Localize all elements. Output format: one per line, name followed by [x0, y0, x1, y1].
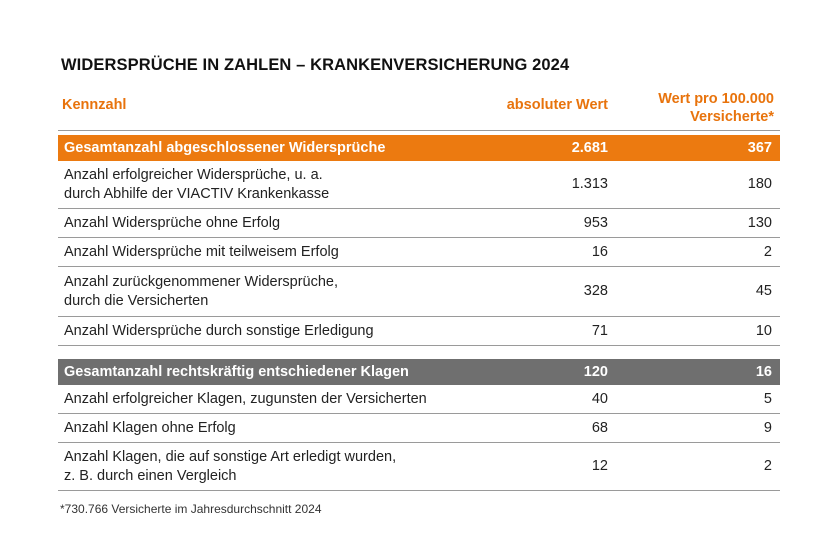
header-kennzahl: Kennzahl [62, 97, 127, 113]
row-label: Anzahl zurückgenommener Widersprüche, du… [58, 273, 494, 311]
total-absolute: 120 [583, 363, 608, 380]
row-label-line1: Anzahl Klagen, die auf sonstige Art erle… [64, 448, 397, 465]
total-absolute: 2.681 [571, 139, 608, 156]
table-row: Anzahl erfolgreicher Widersprüche, u. a.… [58, 161, 780, 209]
row-label: Anzahl Klagen, die auf sonstige Art erle… [58, 448, 494, 486]
row-label-line1: Anzahl erfolgreicher Widersprüche, u. a. [64, 166, 323, 183]
row-per-100000: 5 [763, 390, 772, 407]
row-label: Anzahl erfolgreicher Klagen, zugunsten d… [64, 390, 427, 407]
total-row-klagen: Gesamtanzahl rechtskräftig entschiedener… [58, 359, 780, 385]
row-label-line2: durch die Versicherten [64, 292, 209, 309]
row-absolute: 71 [591, 322, 608, 339]
total-per-100000: 16 [755, 363, 772, 380]
table-row: Anzahl Widersprüche durch sonstige Erled… [58, 317, 780, 346]
row-per-100000: 2 [763, 458, 772, 474]
table-row: Anzahl zurückgenommener Widersprüche, du… [58, 267, 780, 317]
row-absolute: 40 [591, 390, 608, 407]
row-per-100000: 180 [747, 176, 772, 192]
table-row: Anzahl Klagen ohne Erfolg 68 9 [58, 414, 780, 443]
row-absolute: 1.313 [571, 176, 608, 192]
row-label: Anzahl Widersprüche mit teilweisem Erfol… [64, 243, 339, 260]
table-row: Anzahl Widersprüche mit teilweisem Erfol… [58, 238, 780, 267]
header-absolute-value: absoluter Wert [506, 97, 608, 113]
row-per-100000: 2 [763, 243, 772, 260]
row-label-line2: z. B. durch einen Vergleich [64, 467, 237, 484]
row-absolute: 16 [591, 243, 608, 260]
row-label: Anzahl Klagen ohne Erfolg [64, 419, 236, 436]
row-label-line2: durch Abhilfe der VIACTIV Krankenkasse [64, 185, 330, 202]
table-row: Anzahl Klagen, die auf sonstige Art erle… [58, 443, 780, 491]
header-per-100000: Wert pro 100.000 Versicherte* [658, 90, 774, 126]
row-absolute: 12 [591, 458, 608, 474]
row-label: Anzahl Widersprüche durch sonstige Erled… [64, 322, 374, 339]
page-title: WIDERSPRÜCHE IN ZAHLEN – KRANKENVERSICHE… [61, 56, 570, 74]
row-absolute: 68 [591, 419, 608, 436]
total-label: Gesamtanzahl abgeschlossener Widersprüch… [64, 139, 386, 156]
footnote: *730.766 Versicherte im Jahresdurchschni… [60, 502, 322, 516]
header-per-100000-line2: Versicherte* [690, 109, 774, 125]
row-per-100000: 9 [763, 419, 772, 436]
row-absolute: 328 [583, 283, 608, 299]
row-per-100000: 10 [755, 322, 772, 339]
row-absolute: 953 [583, 214, 608, 231]
row-label-line1: Anzahl zurückgenommener Widersprüche, [64, 273, 339, 290]
row-label: Anzahl Widersprüche ohne Erfolg [64, 214, 281, 231]
table-header: Kennzahl absoluter Wert Wert pro 100.000… [58, 90, 780, 131]
row-label: Anzahl erfolgreicher Widersprüche, u. a.… [58, 166, 494, 204]
row-per-100000: 45 [755, 283, 772, 299]
total-per-100000: 367 [747, 139, 772, 156]
header-per-100000-line1: Wert pro 100.000 [658, 91, 774, 107]
table-row: Anzahl erfolgreicher Klagen, zugunsten d… [58, 385, 780, 414]
total-row-widersprueche: Gesamtanzahl abgeschlossener Widersprüch… [58, 135, 780, 161]
data-table: Kennzahl absoluter Wert Wert pro 100.000… [58, 90, 780, 491]
row-per-100000: 130 [747, 214, 772, 231]
total-label: Gesamtanzahl rechtskräftig entschiedener… [64, 363, 409, 380]
table-row: Anzahl Widersprüche ohne Erfolg 953 130 [58, 209, 780, 238]
